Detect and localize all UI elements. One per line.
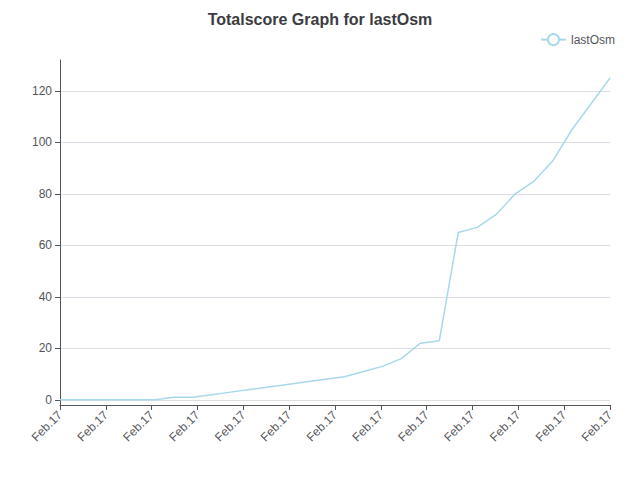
svg-text:40: 40 [39, 290, 53, 304]
svg-text:80: 80 [39, 187, 53, 201]
svg-text:Feb.17: Feb.17 [441, 408, 478, 445]
svg-text:Feb.17: Feb.17 [579, 408, 616, 445]
svg-text:Feb.17: Feb.17 [212, 408, 249, 445]
svg-text:120: 120 [32, 84, 52, 98]
svg-text:Feb.17: Feb.17 [304, 408, 341, 445]
svg-text:Feb.17: Feb.17 [487, 408, 524, 445]
svg-text:60: 60 [39, 238, 53, 252]
svg-text:Feb.17: Feb.17 [29, 408, 66, 445]
svg-text:Feb.17: Feb.17 [395, 408, 432, 445]
svg-text:lastOsm: lastOsm [571, 33, 615, 47]
svg-text:Feb.17: Feb.17 [258, 408, 295, 445]
svg-text:Feb.17: Feb.17 [349, 408, 386, 445]
svg-text:Feb.17: Feb.17 [166, 408, 203, 445]
svg-text:Feb.17: Feb.17 [120, 408, 157, 445]
svg-text:Feb.17: Feb.17 [533, 408, 570, 445]
svg-text:Feb.17: Feb.17 [74, 408, 111, 445]
svg-text:0: 0 [45, 393, 52, 407]
svg-text:20: 20 [39, 341, 53, 355]
svg-text:Totalscore Graph for lastOsm: Totalscore Graph for lastOsm [208, 11, 433, 28]
svg-text:100: 100 [32, 135, 52, 149]
